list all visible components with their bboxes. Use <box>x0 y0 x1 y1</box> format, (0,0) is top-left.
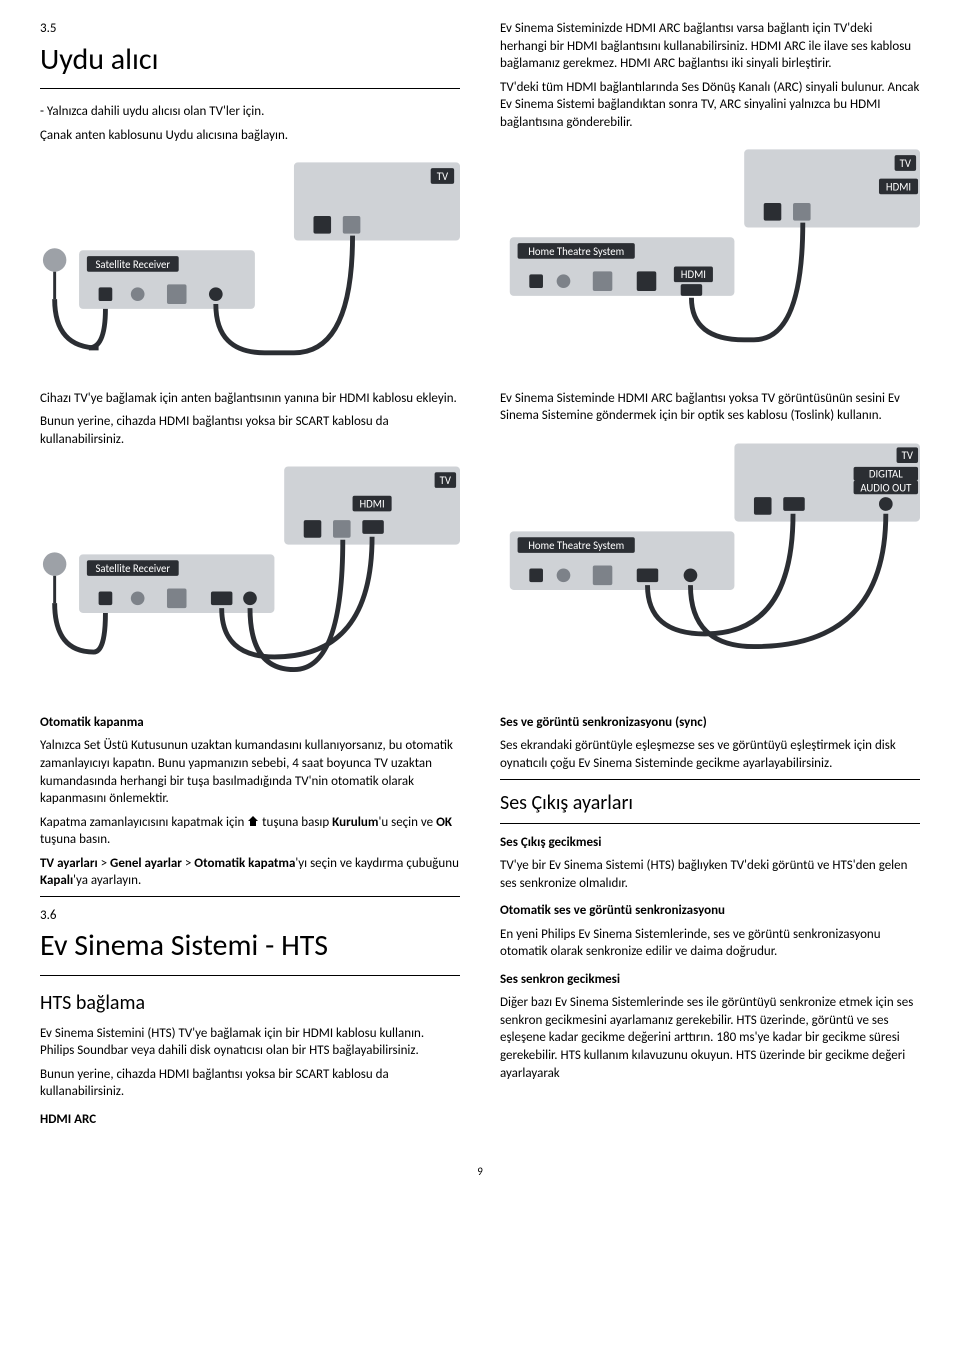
svg-text:Satellite Receiver: Satellite Receiver <box>95 258 170 271</box>
para: Ev Sinema Sistemini (HTS) TV'ye bağlamak… <box>40 1025 460 1060</box>
divider <box>40 896 460 897</box>
home-icon <box>247 815 259 827</box>
page-number: 9 <box>40 1165 920 1180</box>
para: Ses ekrandaki görüntüyle eşleşmezse ses … <box>500 737 920 772</box>
section-title-hts: Ev Sinema Sistemi - HTS <box>40 926 460 976</box>
svg-text:DIGITAL: DIGITAL <box>869 467 903 480</box>
para: TV'ye bir Ev Sinema Sistemi (HTS) bağlıy… <box>500 857 920 892</box>
svg-text:TV: TV <box>440 474 452 487</box>
para: Yalnızca Set Üstü Kutusunun uzaktan kuma… <box>40 737 460 807</box>
diagram-satellite-antenna: TV Satellite Receiver <box>40 160 460 360</box>
svg-text:Home Theatre System: Home Theatre System <box>528 539 624 552</box>
para: Çanak anten kablosunu Uydu alıcısına bağ… <box>40 127 460 145</box>
para: Bunun yerine, cihazda HDMI bağlantısı yo… <box>40 413 460 448</box>
para: - Yalnızca dahili uydu alıcısı olan TV'l… <box>40 103 460 121</box>
para: Diğer bazı Ev Sinema Sistemlerinde ses i… <box>500 994 920 1082</box>
heading-sync: Ses ve görüntü senkronizasyonu (sync) <box>500 714 920 732</box>
heading-auto-sync: Otomatik ses ve görüntü senkronizasyonu <box>500 902 920 920</box>
svg-text:TV: TV <box>902 449 914 462</box>
svg-text:TV: TV <box>437 170 449 183</box>
heading-sync-delay: Ses senkron gecikmesi <box>500 971 920 989</box>
heading-hdmi-arc: HDMI ARC <box>40 1111 460 1129</box>
svg-text:HDMI: HDMI <box>359 498 384 511</box>
svg-text:Home Theatre System: Home Theatre System <box>528 245 624 258</box>
para: En yeni Philips Ev Sinema Sistemlerinde,… <box>500 926 920 961</box>
para: Ev Sinema Sisteminde HDMI ARC bağlantısı… <box>500 390 920 425</box>
section-number: 3.5 <box>40 20 460 38</box>
diagram-hts-hdmi: TV HDMI Home Theatre System HDMI <box>500 147 920 347</box>
svg-text:AUDIO OUT: AUDIO OUT <box>860 481 912 494</box>
svg-text:TV: TV <box>900 157 912 170</box>
section-number: 3.6 <box>40 907 460 925</box>
subheading-audio-out: Ses Çıkış ayarları <box>500 790 920 824</box>
heading-out-delay: Ses Çıkış gecikmesi <box>500 834 920 852</box>
para: TV ayarları > Genel ayarlar > Otomatik k… <box>40 855 460 890</box>
divider <box>500 779 920 780</box>
para: Kapatma zamanlayıcısını kapatmak için tu… <box>40 814 460 849</box>
para: Ev Sinema Sisteminizde HDMI ARC bağlantı… <box>500 20 920 73</box>
svg-text:HDMI: HDMI <box>886 181 911 194</box>
diagram-hts-optical: TV DIGITAL AUDIO OUT Home Theatre System <box>500 441 920 651</box>
para: TV'deki tüm HDMI bağlantılarında Ses Dön… <box>500 79 920 132</box>
heading-auto-off: Otomatik kapanma <box>40 714 460 732</box>
diagram-satellite-hdmi: TV HDMI Satellite Receiver <box>40 464 460 674</box>
subheading-hts-connect: HTS bağlama <box>40 990 460 1017</box>
svg-text:Satellite Receiver: Satellite Receiver <box>95 562 170 575</box>
svg-text:HDMI: HDMI <box>681 269 706 282</box>
para: Cihazı TV'ye bağlamak için anten bağlant… <box>40 390 460 408</box>
section-title-uydu: Uydu alıcı <box>40 40 460 90</box>
para: Bunun yerine, cihazda HDMI bağlantısı yo… <box>40 1066 460 1101</box>
